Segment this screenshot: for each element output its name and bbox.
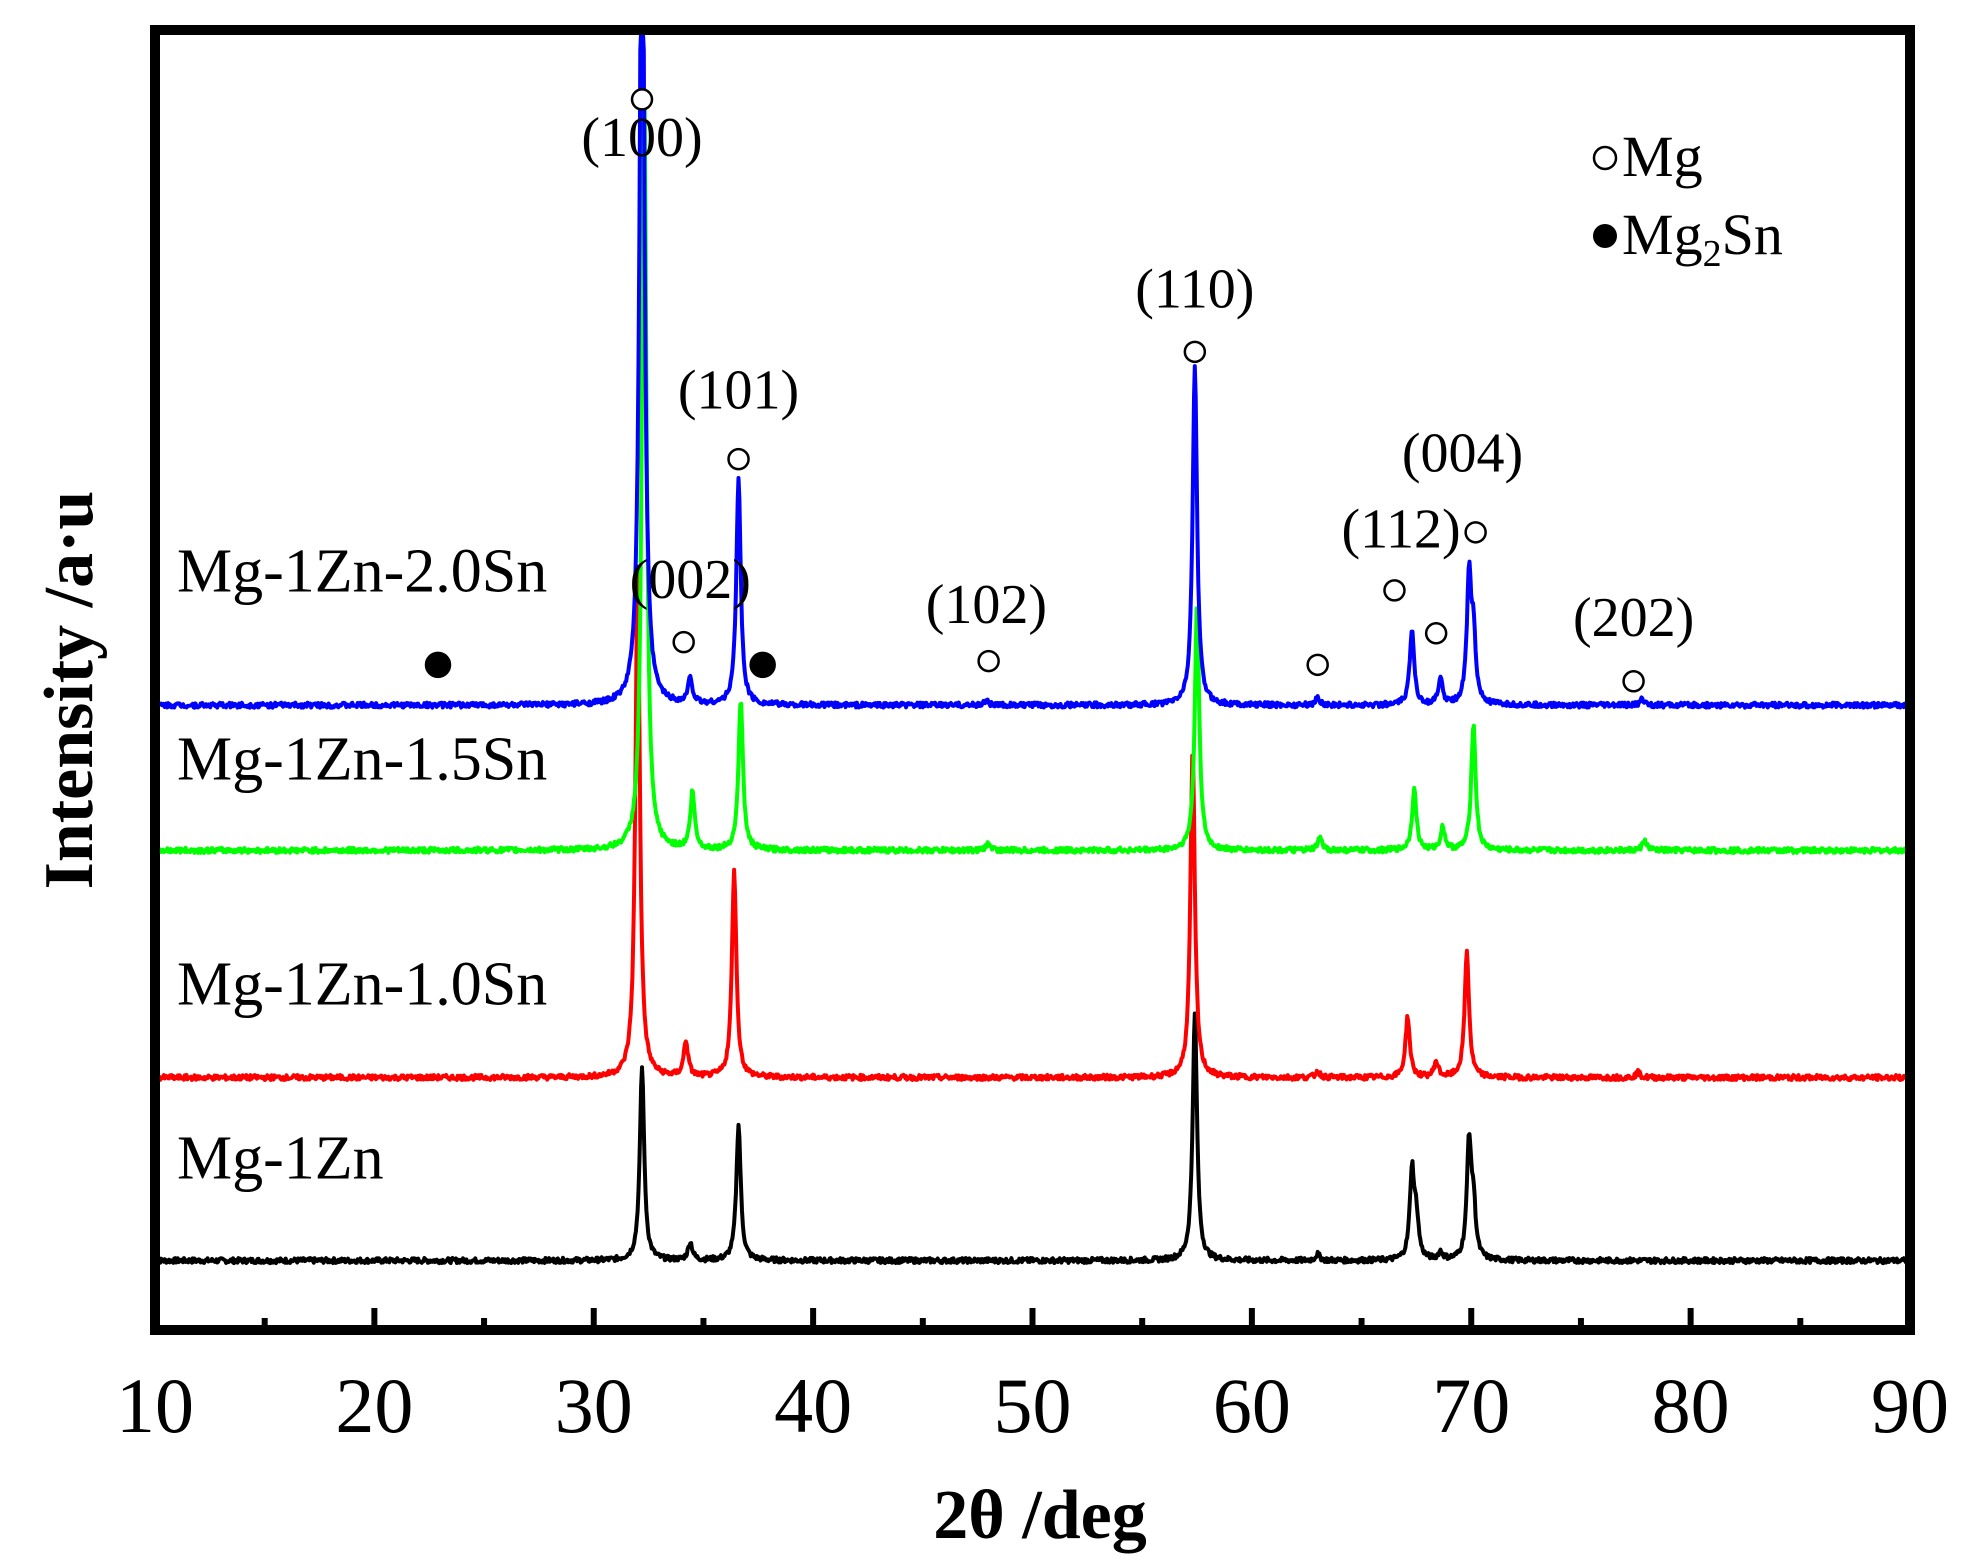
series-line-mg-1zn-2-0sn bbox=[153, 30, 1912, 710]
series-line-mg-1zn-1-0sn bbox=[153, 564, 1912, 1083]
annotation-layer: (100) (101) (002) (102) (110) (112) (004) (202) bbox=[581, 107, 1694, 649]
x-tick-label: 20 bbox=[335, 1362, 413, 1449]
marker-layer bbox=[424, 88, 1645, 693]
series-line-mg-1zn-1-5sn bbox=[153, 87, 1912, 855]
peak-label-202: (202) bbox=[1573, 587, 1694, 649]
mg-phase-marker-2 bbox=[1183, 340, 1207, 364]
peak-label-101: (101) bbox=[678, 360, 799, 422]
peak-label-112: (112) bbox=[1341, 498, 1460, 560]
legend-mg-open-circle-icon bbox=[1592, 145, 1618, 171]
series-label-layer: Mg-1Zn-2.0Sn Mg-1Zn-1.5Sn Mg-1Zn-1.0Sn Mg-1… bbox=[177, 538, 547, 1193]
x-tick-label: 80 bbox=[1652, 1362, 1730, 1449]
peak-label-004: (004) bbox=[1402, 423, 1523, 485]
mg2sn-phase-marker-11 bbox=[749, 651, 776, 679]
x-tick-label: 90 bbox=[1871, 1362, 1949, 1449]
series-label-mg-1zn-1-5sn: Mg-1Zn-1.5Sn bbox=[177, 726, 547, 794]
legend-mg2sn-label: Mg2Sn bbox=[1622, 202, 1783, 275]
mg-phase-marker-8 bbox=[1464, 521, 1487, 544]
x-tick-label: 10 bbox=[116, 1362, 194, 1449]
series-layer bbox=[153, 30, 1912, 1266]
x-tick-label: 50 bbox=[994, 1362, 1072, 1449]
mg-phase-marker-9 bbox=[1622, 670, 1645, 693]
x-tick-label: 60 bbox=[1213, 1362, 1291, 1449]
mg-phase-marker-1 bbox=[727, 447, 750, 471]
peak-label-100: (100) bbox=[581, 107, 702, 169]
mg2sn-phase-marker-10 bbox=[424, 651, 452, 679]
peak-label-102: (102) bbox=[926, 574, 1047, 636]
mg-phase-marker-6 bbox=[1383, 579, 1406, 602]
series-label-mg-1zn: Mg-1Zn bbox=[177, 1125, 384, 1193]
x-axis-title: 2θ /deg bbox=[933, 1477, 1147, 1554]
legend-mg-label: Mg bbox=[1622, 124, 1703, 189]
series-label-mg-1zn-1-0sn: Mg-1Zn-1.0Sn bbox=[177, 950, 547, 1018]
mg-phase-marker-3 bbox=[672, 630, 695, 654]
mg-phase-marker-5 bbox=[1306, 653, 1329, 677]
peak-label-110: (110) bbox=[1135, 259, 1254, 321]
legend-mg2sn-filled-circle-icon bbox=[1593, 224, 1617, 248]
x-tick-label: 40 bbox=[774, 1362, 852, 1449]
x-axis-ticks: 10 20 30 40 50 60 70 80 90 bbox=[116, 1308, 1949, 1449]
series-label-mg-1zn-2-0sn: Mg-1Zn-2.0Sn bbox=[177, 538, 547, 606]
peak-label-002: (002) bbox=[630, 549, 751, 611]
x-tick-label: 70 bbox=[1432, 1362, 1510, 1449]
mg-phase-marker-4 bbox=[977, 649, 1000, 673]
mg-phase-marker-7 bbox=[1424, 622, 1448, 645]
x-tick-label: 30 bbox=[555, 1362, 633, 1449]
y-axis-title: Intensity /a·u bbox=[31, 491, 108, 890]
legend: Mg Mg2Sn bbox=[1592, 124, 1783, 275]
series-line-mg-1zn bbox=[153, 1011, 1912, 1266]
mg-phase-marker-0 bbox=[630, 88, 654, 111]
